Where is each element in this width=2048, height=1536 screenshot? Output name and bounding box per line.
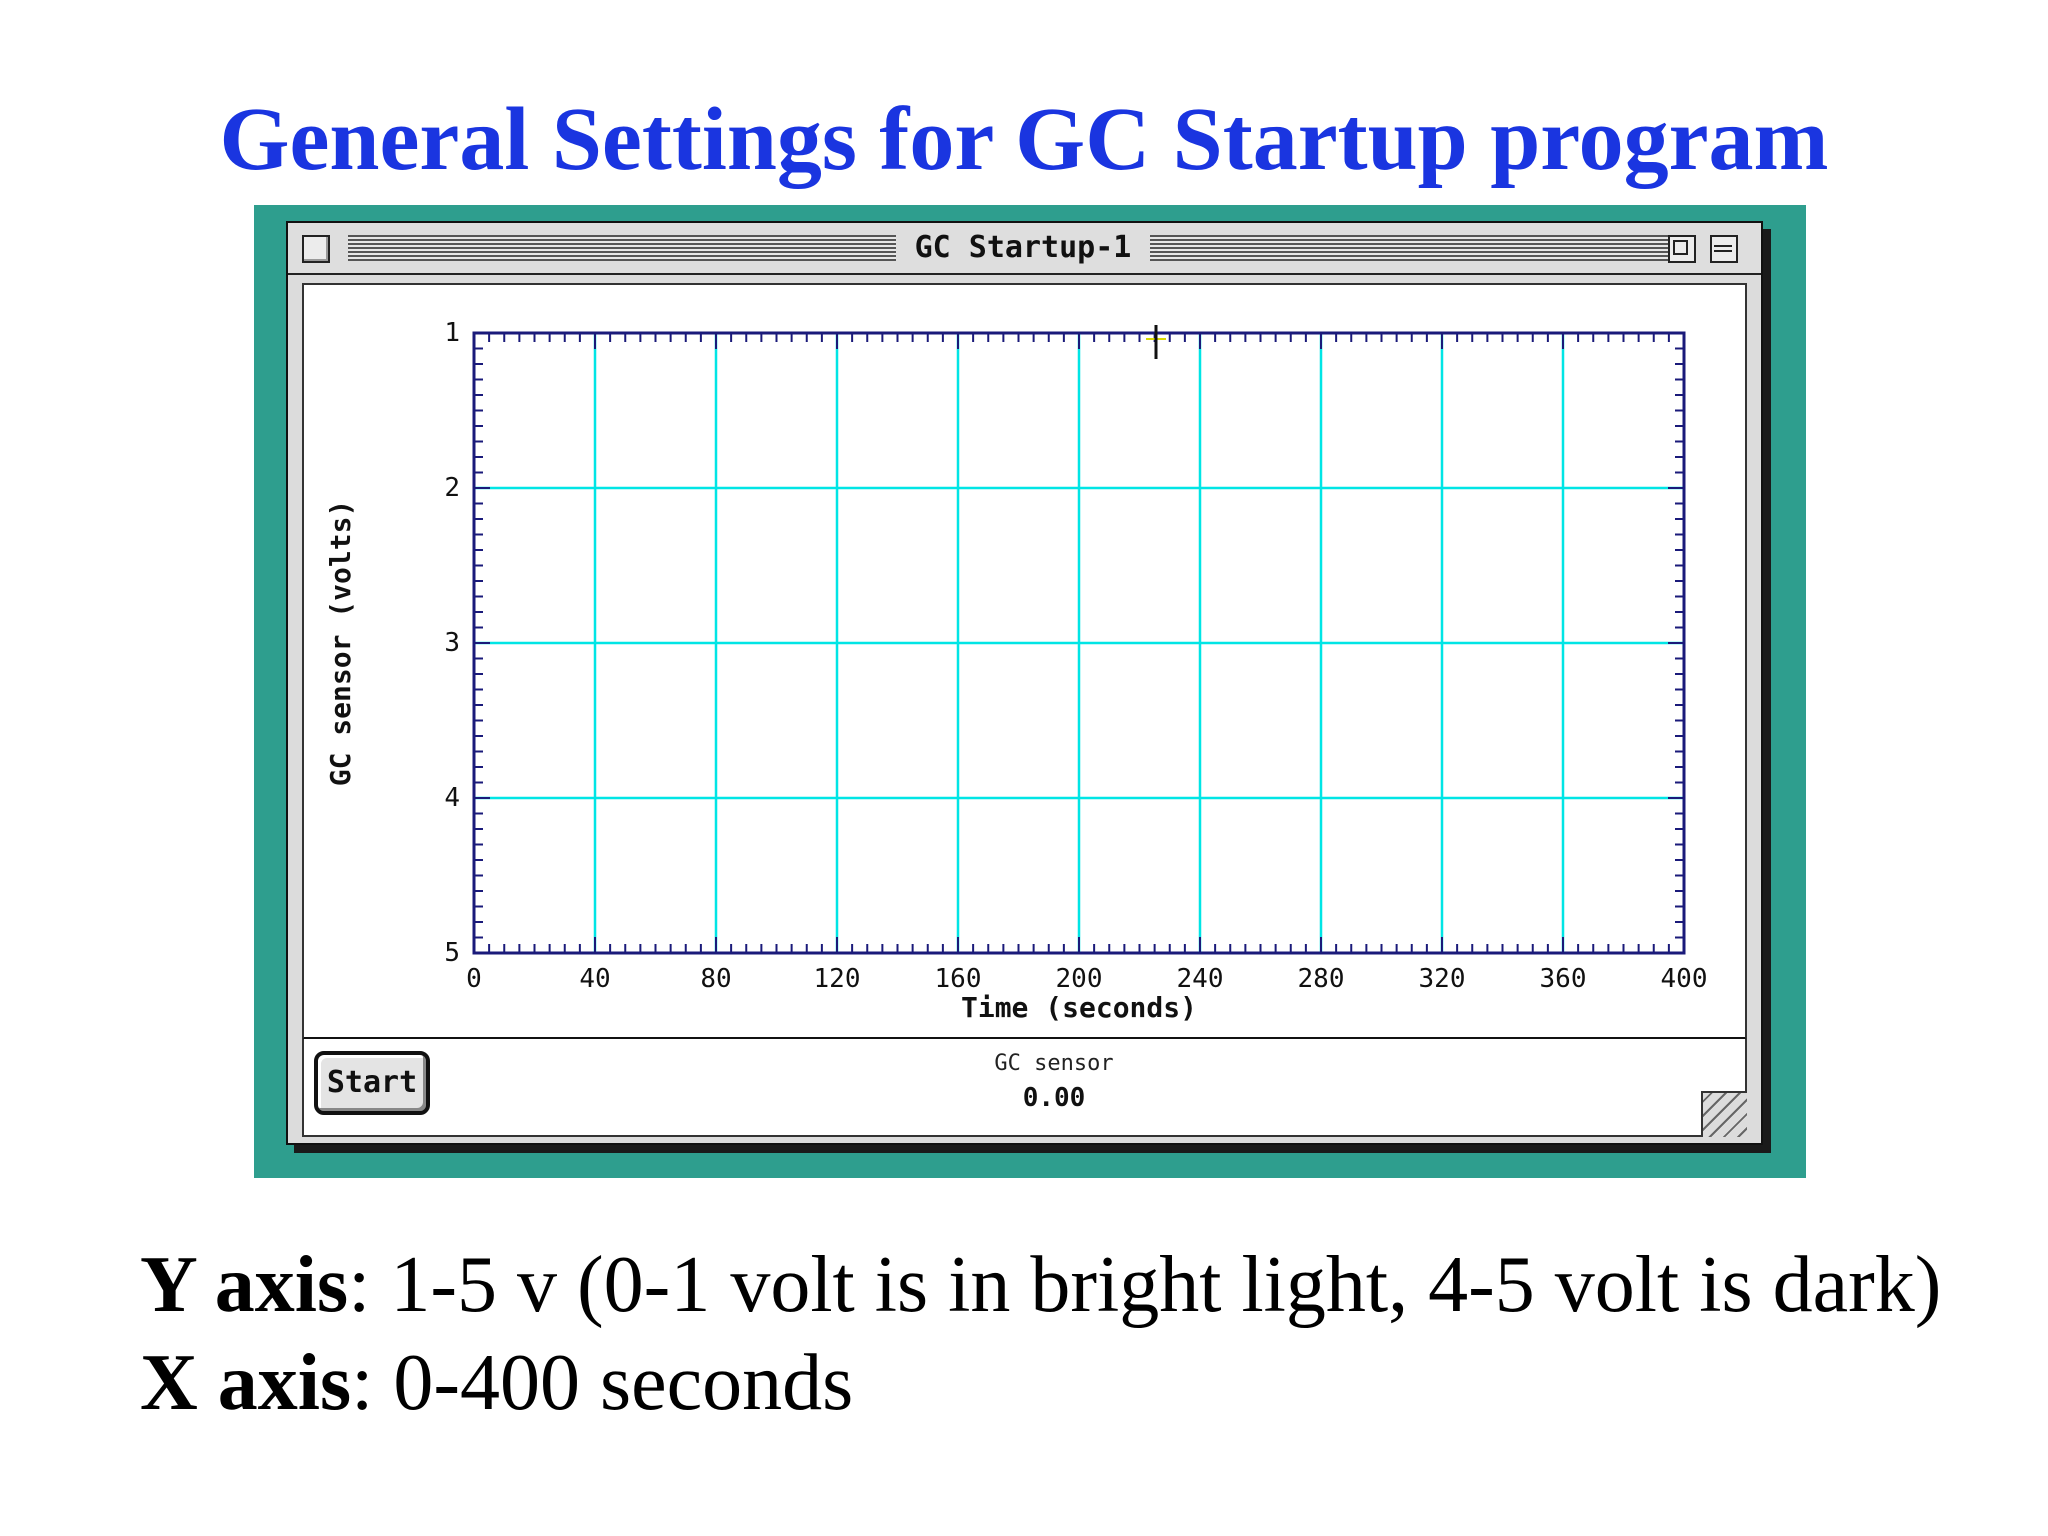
window-titlebar[interactable]: GC Startup-1 — [288, 223, 1761, 275]
x-tick-label: 280 — [1298, 964, 1345, 994]
graph-pane[interactable]: 0 40 80 120 160 200 240 280 320 360 400 1 2 3 4 5 Time (… — [302, 283, 1747, 1041]
x-axis-note-label: X axis — [140, 1339, 352, 1427]
x-tick-label: 360 — [1540, 964, 1587, 994]
x-tick-label: 0 — [466, 964, 482, 994]
gc-sensor-graph[interactable]: 0 40 80 120 160 200 240 280 320 360 400 1 2 3 4 5 Time (… — [304, 285, 1745, 1037]
x-tick-label: 320 — [1419, 964, 1466, 994]
x-axis-note: X axis: 0-400 seconds — [140, 1334, 1941, 1432]
y-tick-label: 4 — [444, 783, 460, 813]
close-box-icon[interactable] — [302, 235, 330, 263]
x-tick-label: 200 — [1056, 964, 1103, 994]
x-tick-label: 160 — [935, 964, 982, 994]
y-tick-label: 2 — [444, 473, 460, 503]
axis-notes: Y axis: 1-5 v (0-1 volt is in bright lig… — [140, 1236, 1941, 1432]
y-tick-label: 3 — [444, 628, 460, 658]
grow-box-icon[interactable] — [1701, 1091, 1747, 1137]
window-title: GC Startup-1 — [900, 231, 1146, 265]
y-tick-label: 1 — [444, 318, 460, 348]
x-axis-note-text: : 0-400 seconds — [351, 1339, 854, 1427]
x-tick-label: 40 — [579, 964, 610, 994]
x-tick-label: 80 — [700, 964, 731, 994]
start-button[interactable]: Start — [314, 1051, 430, 1115]
collapse-box-icon[interactable] — [1710, 235, 1738, 263]
status-pane: Start GC sensor 0.00 — [302, 1039, 1747, 1137]
y-axis-label: GC sensor (volts) — [324, 500, 357, 787]
zoom-box-icon[interactable] — [1668, 235, 1696, 263]
x-tick-label: 120 — [814, 964, 861, 994]
y-axis-note-label: Y axis — [140, 1241, 349, 1329]
y-axis-note: Y axis: 1-5 v (0-1 volt is in bright lig… — [140, 1236, 1941, 1334]
titlebar-stripes-right — [1150, 235, 1682, 261]
x-tick-label: 400 — [1661, 964, 1708, 994]
x-axis-label: Time (seconds) — [961, 991, 1197, 1024]
meter-label: GC sensor — [994, 1051, 1114, 1076]
slide-title: General Settings for GC Startup program — [219, 90, 1829, 189]
meter-value: 0.00 — [1022, 1083, 1086, 1113]
gc-startup-window: GC Startup-1 0 40 80 120 160 200 240 280 320 360 4… — [286, 221, 1763, 1145]
y-tick-label: 5 — [444, 938, 460, 968]
x-tick-label: 240 — [1177, 964, 1224, 994]
titlebar-stripes-left — [348, 235, 896, 261]
y-axis-note-text: : 1-5 v (0-1 volt is in bright light, 4-… — [348, 1241, 1942, 1329]
